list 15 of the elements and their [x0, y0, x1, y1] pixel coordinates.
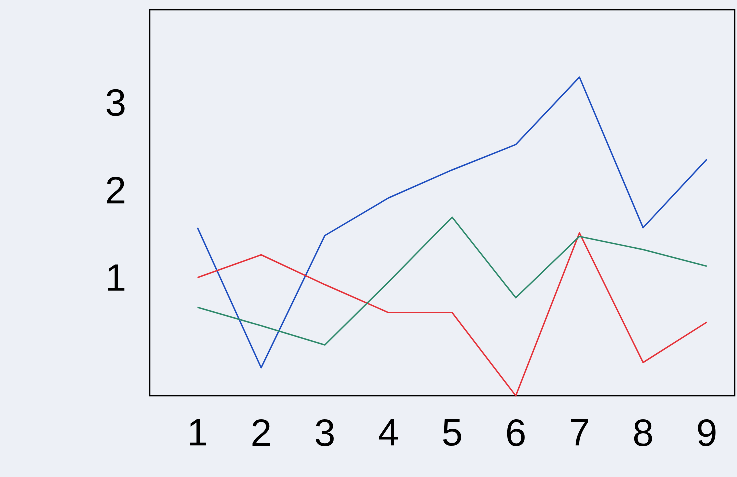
line-series — [197, 216, 708, 346]
x-tick-label: 2 — [252, 420, 270, 446]
x-tick-label: 1 — [190, 420, 206, 446]
x-tick-label: 6 — [507, 420, 525, 446]
x-tick-label: 8 — [634, 420, 652, 446]
y-tick-label: 3 — [106, 89, 125, 116]
x-tick-label: 3 — [316, 420, 334, 446]
x-tick-label: 5 — [443, 420, 462, 446]
x-tick-label: 7 — [571, 420, 588, 446]
line-series — [197, 76, 708, 369]
x-tick-label: 4 — [379, 420, 398, 446]
line-series — [197, 232, 708, 397]
y-tick-label: 2 — [107, 177, 125, 204]
y-tick-label: 1 — [108, 264, 125, 291]
x-tick-label: 9 — [698, 420, 716, 446]
